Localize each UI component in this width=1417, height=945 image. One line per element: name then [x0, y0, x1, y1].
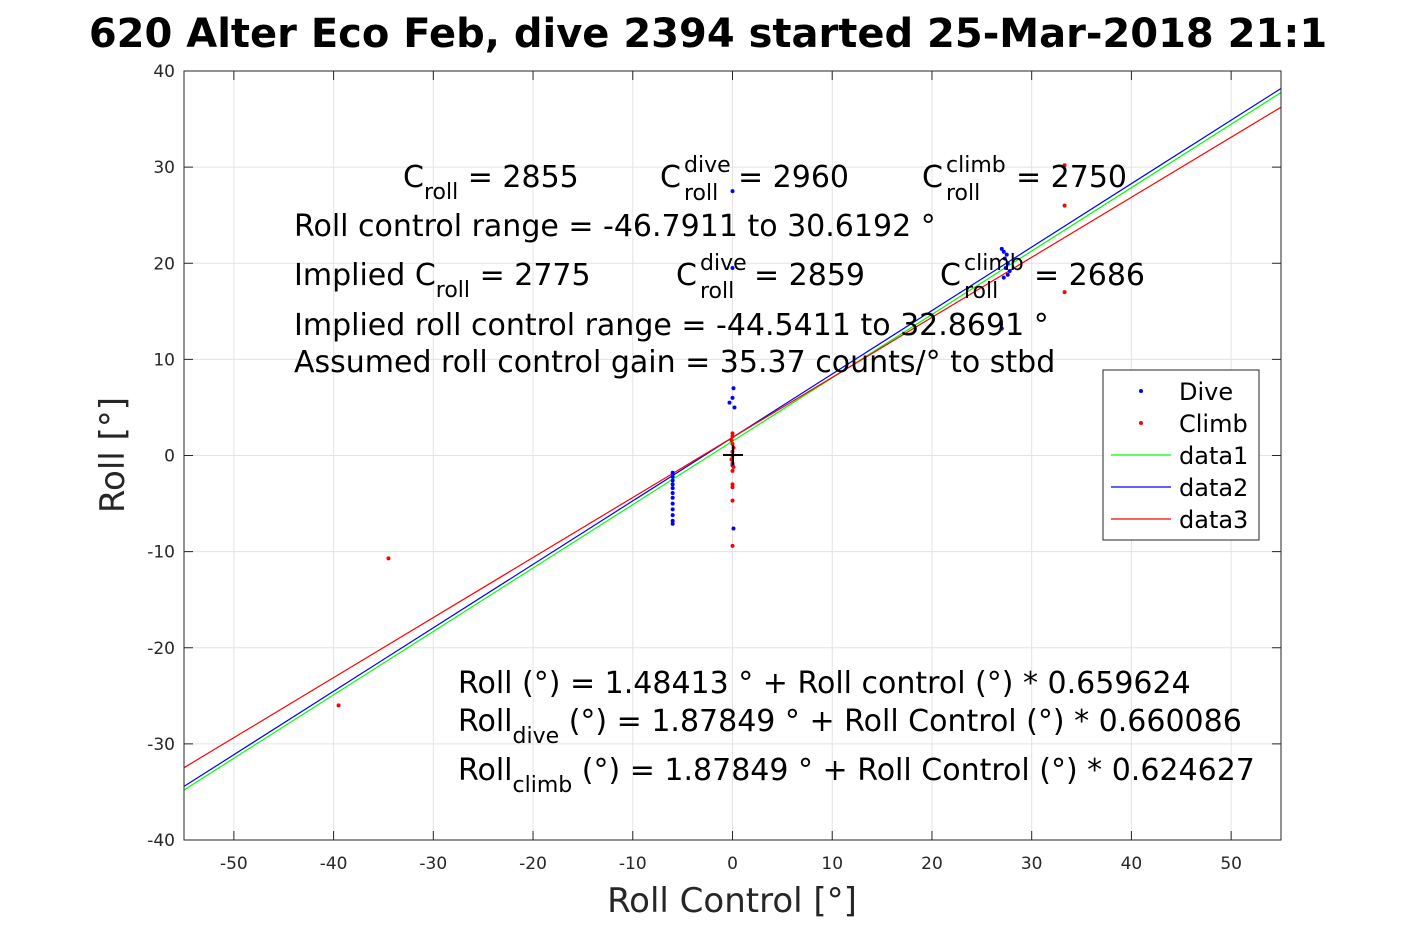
point-dive	[670, 478, 675, 483]
point-dive	[730, 395, 735, 400]
point-dive	[1002, 256, 1007, 261]
point-climb	[731, 465, 736, 470]
chart-title: 620 Alter Eco Feb, dive 2394 started 25-…	[89, 11, 1327, 57]
legend-label-data2: data2	[1179, 474, 1248, 502]
x-tick-label: 20	[921, 854, 943, 874]
y-tick-label: 10	[153, 350, 175, 370]
point-dive	[1004, 252, 1009, 257]
c-roll-climb-annotation: C climb roll = 2750	[922, 145, 1127, 208]
point-climb	[729, 438, 734, 443]
y-axis-label: Roll [°]	[93, 397, 133, 513]
fit-climb-annotation: Rollclimb (°) = 1.87849 ° + Roll Control…	[458, 753, 1255, 798]
point-dive	[670, 470, 675, 475]
point-dive	[1001, 275, 1006, 280]
point-climb	[1062, 203, 1067, 208]
point-dive	[727, 400, 732, 405]
gain-annotation: Assumed roll control gain = 35.37 counts…	[294, 345, 1055, 380]
x-tick-label: -20	[519, 854, 547, 874]
fit-all-annotation: Roll (°) = 1.48413 ° + Roll control (°) …	[458, 666, 1191, 701]
point-climb	[730, 434, 735, 439]
point-dive	[670, 501, 675, 506]
y-tick-label: -30	[147, 735, 175, 755]
point-climb	[730, 431, 735, 436]
point-dive	[670, 490, 675, 495]
point-climb	[336, 703, 341, 708]
point-dive	[999, 246, 1004, 251]
x-tick-label: 30	[1021, 854, 1043, 874]
point-dive	[1005, 261, 1010, 266]
c-roll-annotation: Croll = 2855	[403, 160, 579, 205]
point-climb	[386, 556, 391, 561]
legend-label-data1: data1	[1179, 442, 1248, 470]
legend-label-dive: Dive	[1179, 378, 1233, 406]
y-tick-label: 40	[153, 62, 175, 82]
x-axis-label: Roll Control [°]	[607, 881, 857, 921]
c-roll-dive-annotation: C dive roll = 2960	[660, 145, 849, 208]
point-dive	[670, 513, 675, 518]
roll-range-annotation: Roll control range = -46.7911 to 30.6192…	[294, 209, 936, 244]
point-dive	[732, 405, 737, 410]
x-tick-label: 10	[821, 854, 843, 874]
point-dive	[1001, 249, 1006, 254]
x-tick-label: -10	[619, 854, 647, 874]
point-climb	[730, 482, 735, 487]
data-points	[336, 163, 1067, 708]
point-climb	[730, 468, 735, 473]
point-dive	[731, 526, 736, 531]
x-tick-label: -40	[320, 854, 348, 874]
x-tick-label: 50	[1220, 854, 1242, 874]
x-tick-label: -30	[419, 854, 447, 874]
y-tick-label: 20	[153, 254, 175, 274]
point-dive	[670, 495, 675, 500]
x-tick-label: 0	[727, 854, 738, 874]
point-climb	[1062, 290, 1067, 295]
point-climb	[1062, 163, 1067, 168]
point-climb	[730, 543, 735, 548]
point-dive	[999, 326, 1004, 331]
point-dive	[670, 521, 675, 526]
x-tick-label: 40	[1121, 854, 1143, 874]
center-marker	[723, 445, 743, 465]
point-climb	[730, 498, 735, 503]
legend: Dive Climb data1 data2 data3	[1102, 369, 1260, 541]
legend-swatch-dive	[1139, 389, 1143, 393]
y-tick-label: -10	[147, 543, 175, 563]
implied-c-roll-annotation: Implied Croll = 2775	[294, 258, 591, 303]
point-dive	[1005, 272, 1010, 277]
point-dive	[670, 474, 675, 479]
point-dive	[670, 518, 675, 523]
point-dive	[670, 486, 675, 491]
fit-dive-annotation: Rolldive (°) = 1.87849 ° + Roll Control …	[458, 704, 1242, 749]
x-tick-label: -50	[220, 854, 248, 874]
y-tick-label: -20	[147, 639, 175, 659]
implied-c-roll-dive-annotation: C dive roll = 2859	[676, 243, 865, 306]
y-tick-label: -40	[147, 831, 175, 851]
axis-ticks: -50 -40 -30 -20 -10 0 10 20 30 40 50 -40 -30 -20 -10 0 1…	[147, 62, 1281, 874]
implied-range-annotation: Implied roll control range = -44.5411 to…	[294, 308, 1049, 343]
point-dive	[730, 266, 735, 271]
point-dive	[1007, 268, 1012, 273]
point-dive	[1003, 266, 1008, 271]
implied-c-roll-climb-annotation: C climb roll = 2686	[940, 243, 1145, 306]
y-tick-label: 30	[153, 158, 175, 178]
point-dive	[731, 386, 736, 391]
legend-label-data3: data3	[1179, 506, 1248, 534]
legend-label-climb: Climb	[1179, 410, 1248, 438]
point-climb	[730, 485, 735, 490]
point-dive	[670, 507, 675, 512]
y-tick-label: 0	[164, 447, 175, 467]
point-climb	[730, 441, 735, 446]
point-dive	[670, 482, 675, 487]
legend-swatch-climb	[1139, 421, 1143, 425]
point-dive	[730, 189, 735, 194]
